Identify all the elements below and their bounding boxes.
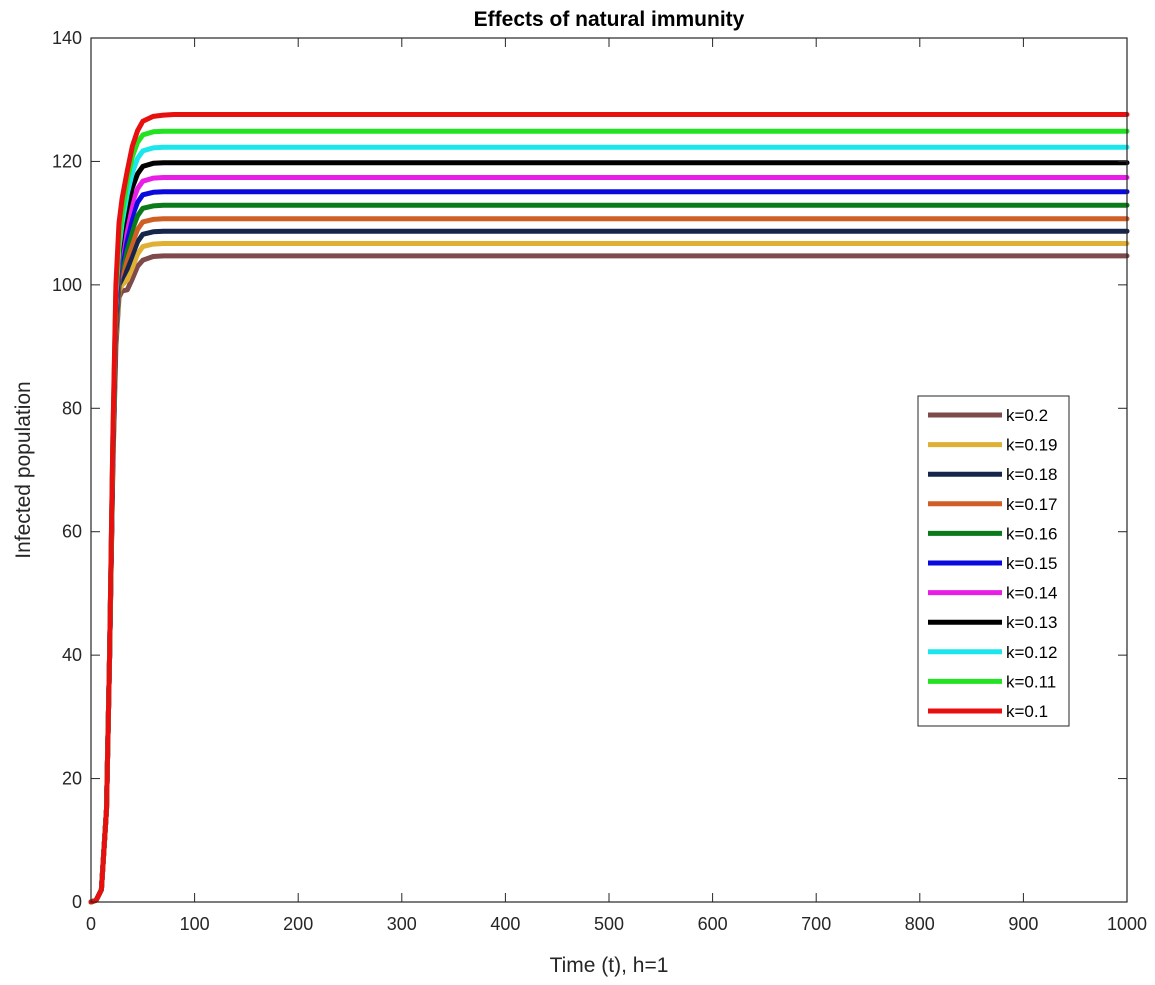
series-line-k=0.1 bbox=[88, 112, 1130, 905]
x-tick-label: 400 bbox=[490, 914, 520, 934]
legend-label: k=0.13 bbox=[1006, 613, 1058, 632]
y-tick-label: 120 bbox=[52, 151, 82, 171]
y-tick-label: 60 bbox=[62, 522, 82, 542]
x-tick-label: 500 bbox=[594, 914, 624, 934]
x-tick-label: 800 bbox=[905, 914, 935, 934]
legend-item: k=0.16 bbox=[928, 524, 1058, 543]
x-tick-label: 300 bbox=[387, 914, 417, 934]
x-tick-label: 100 bbox=[180, 914, 210, 934]
legend-label: k=0.15 bbox=[1006, 554, 1058, 573]
legend-item: k=0.11 bbox=[928, 672, 1056, 691]
y-tick-label: 80 bbox=[62, 398, 82, 418]
series-layer bbox=[88, 112, 1130, 905]
legend-label: k=0.17 bbox=[1006, 495, 1058, 514]
legend-label: k=0.19 bbox=[1006, 436, 1058, 455]
x-tick-label: 700 bbox=[801, 914, 831, 934]
legend-item: k=0.17 bbox=[928, 495, 1058, 514]
legend-label: k=0.2 bbox=[1006, 406, 1048, 425]
legend-item: k=0.18 bbox=[928, 465, 1058, 484]
legend-label: k=0.16 bbox=[1006, 524, 1058, 543]
y-axis: 0 20 40 60 80 100 120 140 bbox=[52, 28, 1127, 912]
legend-label: k=0.12 bbox=[1006, 643, 1058, 662]
x-tick-label: 200 bbox=[283, 914, 313, 934]
legend-item: k=0.15 bbox=[928, 554, 1058, 573]
x-tick-label: 900 bbox=[1008, 914, 1038, 934]
y-tick-label: 100 bbox=[52, 275, 82, 295]
legend-item: k=0.2 bbox=[928, 406, 1048, 425]
x-axis: 0 100 200 300 400 500 600 700 800 900 1000 bbox=[86, 38, 1147, 934]
x-tick-label: 600 bbox=[698, 914, 728, 934]
chart-title: Effects of natural immunity bbox=[474, 8, 745, 31]
legend-item: k=0.14 bbox=[928, 584, 1058, 603]
legend-label: k=0.11 bbox=[1006, 672, 1056, 691]
legend: k=0.2 k=0.19 k=0.18 k=0.17 k=0.16 k=0.15 k=0.1… bbox=[917, 395, 1070, 727]
legend-item: k=0.1 bbox=[928, 702, 1048, 721]
legend-item: k=0.19 bbox=[928, 436, 1058, 455]
x-tick-label: 1000 bbox=[1107, 914, 1147, 934]
legend-label: k=0.1 bbox=[1006, 702, 1048, 721]
y-tick-label: 140 bbox=[52, 28, 82, 48]
legend-label: k=0.14 bbox=[1006, 584, 1058, 603]
legend-item: k=0.13 bbox=[928, 613, 1058, 632]
y-tick-label: 20 bbox=[62, 769, 82, 789]
y-tick-label: 0 bbox=[72, 892, 82, 912]
y-tick-label: 40 bbox=[62, 645, 82, 665]
legend-item: k=0.12 bbox=[928, 643, 1058, 662]
legend-label: k=0.18 bbox=[1006, 465, 1058, 484]
x-tick-label: 0 bbox=[86, 914, 96, 934]
x-axis-label: Time (t), h=1 bbox=[550, 954, 669, 977]
y-axis-label: Infected population bbox=[12, 381, 35, 558]
